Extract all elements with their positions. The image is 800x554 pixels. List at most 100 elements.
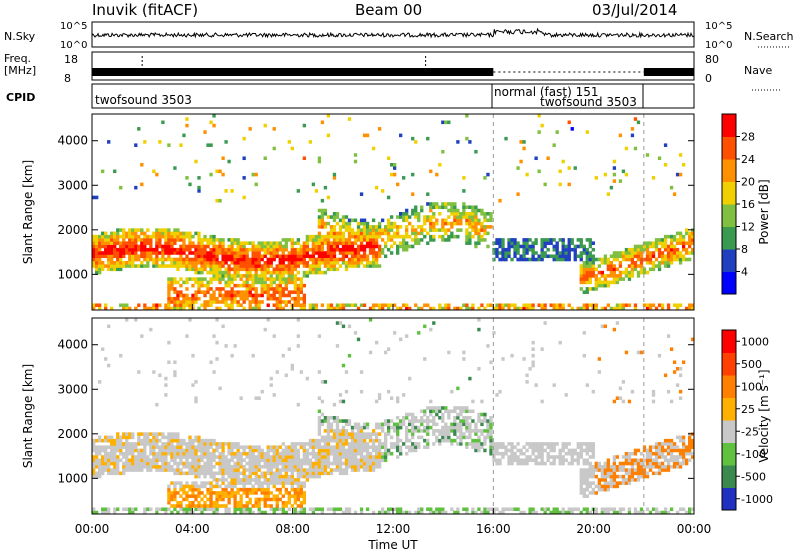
power-cell-2323 [663, 244, 668, 249]
velocity-cell-1388 [353, 451, 358, 456]
power-cell-1043 [290, 257, 294, 262]
power-cell-1227 [326, 257, 331, 262]
velocity-cell-735 [236, 458, 240, 463]
velocity-cell-708 [233, 494, 237, 498]
power-cell-1898 [522, 257, 526, 262]
velocity-cell-899 [266, 468, 270, 472]
velocity-cell-787 [245, 451, 249, 456]
velocity-cell-1621 [414, 510, 418, 515]
power-cell-2098 [591, 267, 595, 272]
velocity-cell-940 [272, 445, 276, 449]
velocity-cell-1199 [320, 465, 325, 469]
velocity-cell-1011 [284, 373, 288, 378]
velocity-cell-1681 [432, 416, 436, 420]
velocity-cell-1049 [293, 507, 297, 512]
power-cell-1998 [561, 247, 565, 252]
power-cell-753 [242, 306, 246, 311]
velocity-cell-606 [215, 481, 219, 485]
velocity-cell-2180 [603, 474, 608, 479]
power-cell-2154 [609, 185, 614, 190]
velocity-cell-1145 [308, 442, 313, 446]
velocity-cell-830 [254, 474, 258, 479]
power-cell-1351 [350, 264, 355, 268]
velocity-cell-672 [227, 494, 231, 498]
velocity-cell-236 [149, 438, 153, 443]
velocity-cell-2458 [687, 445, 692, 449]
power-cell-1896 [522, 306, 526, 311]
velocity-cell-1707 [441, 432, 445, 436]
velocity-cell-1933 [516, 458, 520, 463]
power-cell-719 [233, 238, 237, 242]
power-cell-535 [206, 303, 210, 308]
power-cell-726 [236, 270, 240, 275]
power-cell-1114 [302, 244, 307, 249]
velocity-cell-1551 [389, 396, 394, 400]
power-cell-1489 [380, 306, 385, 311]
power-cell-926 [269, 247, 273, 252]
velocity-cell-191 [137, 432, 141, 436]
velocity-cell-1574 [399, 510, 403, 515]
power-cell-2357 [672, 192, 677, 196]
velocity-cell-1871 [489, 425, 493, 430]
velocity-cell-83 [110, 442, 114, 446]
velocity-cell-1734 [450, 438, 454, 443]
power-cell-2035 [579, 287, 583, 291]
power-cell-2036 [579, 280, 583, 285]
velocity-cell-592 [212, 451, 216, 456]
velocity-cell-334 [170, 445, 174, 449]
velocity-cell-621 [218, 484, 222, 489]
velocity-cell-1474 [371, 455, 376, 459]
velocity-cell-172 [134, 468, 138, 472]
velocity-cell-513 [200, 484, 204, 489]
velocity-cell-1015 [287, 494, 291, 498]
power-cell-734 [236, 244, 240, 249]
power-cell-2339 [669, 261, 674, 265]
velocity-cell-2113 [585, 461, 589, 466]
velocity-cell-1974 [534, 510, 538, 515]
velocity-cell-1441 [362, 425, 367, 430]
velocity-cell-1700 [438, 416, 442, 420]
power-cell-1066 [293, 247, 297, 252]
velocity-cell-448 [191, 500, 195, 505]
power-cell-1110 [302, 257, 307, 262]
power-cell-2055 [582, 267, 586, 272]
power-cell-558 [209, 270, 213, 275]
velocity-cell-1493 [374, 399, 379, 404]
velocity-cell-1373 [350, 451, 355, 456]
power-cell-1128 [305, 234, 310, 239]
velocity-cell-1602 [408, 448, 412, 453]
velocity-cell-587 [212, 474, 216, 479]
power-cell-1121 [305, 261, 310, 265]
velocity-cell-1913 [507, 458, 511, 463]
power-cell-339 [170, 231, 174, 236]
velocity-cell-416 [185, 481, 189, 485]
power-cell-2029 [573, 166, 577, 170]
power-cell-1197 [320, 241, 325, 245]
velocity-cell-1460 [368, 458, 373, 463]
power-cell-580 [212, 264, 216, 268]
power-cell-1737 [462, 189, 466, 193]
velocity-cell-1450 [365, 448, 370, 453]
velocity-cell-931 [272, 478, 276, 482]
velocity-cell-2041 [561, 448, 565, 453]
velocity-cell-154 [128, 445, 132, 449]
power-cell-128 [122, 261, 126, 265]
power-cell-659 [224, 254, 228, 259]
power-cell-1913 [525, 241, 529, 245]
power-cell-2376 [678, 231, 683, 236]
velocity-cell-540 [203, 442, 207, 446]
velocity-cell-889 [263, 327, 267, 332]
velocity-cell-550 [206, 465, 210, 469]
velocity-cell-654 [224, 504, 228, 508]
power-cell-1883 [516, 257, 520, 262]
velocity-cell-1876 [492, 510, 496, 515]
power-cell-1397 [359, 241, 364, 245]
velocity-cell-1576 [399, 451, 403, 456]
velocity-cell-620 [218, 491, 222, 495]
colorbar-swatch-3 [722, 420, 736, 443]
velocity-cell-1099 [299, 471, 303, 476]
power-cell-1842 [498, 244, 502, 249]
power-cell-1266 [332, 241, 337, 245]
velocity-cell-413 [185, 494, 189, 498]
power-cell-546 [206, 251, 210, 255]
